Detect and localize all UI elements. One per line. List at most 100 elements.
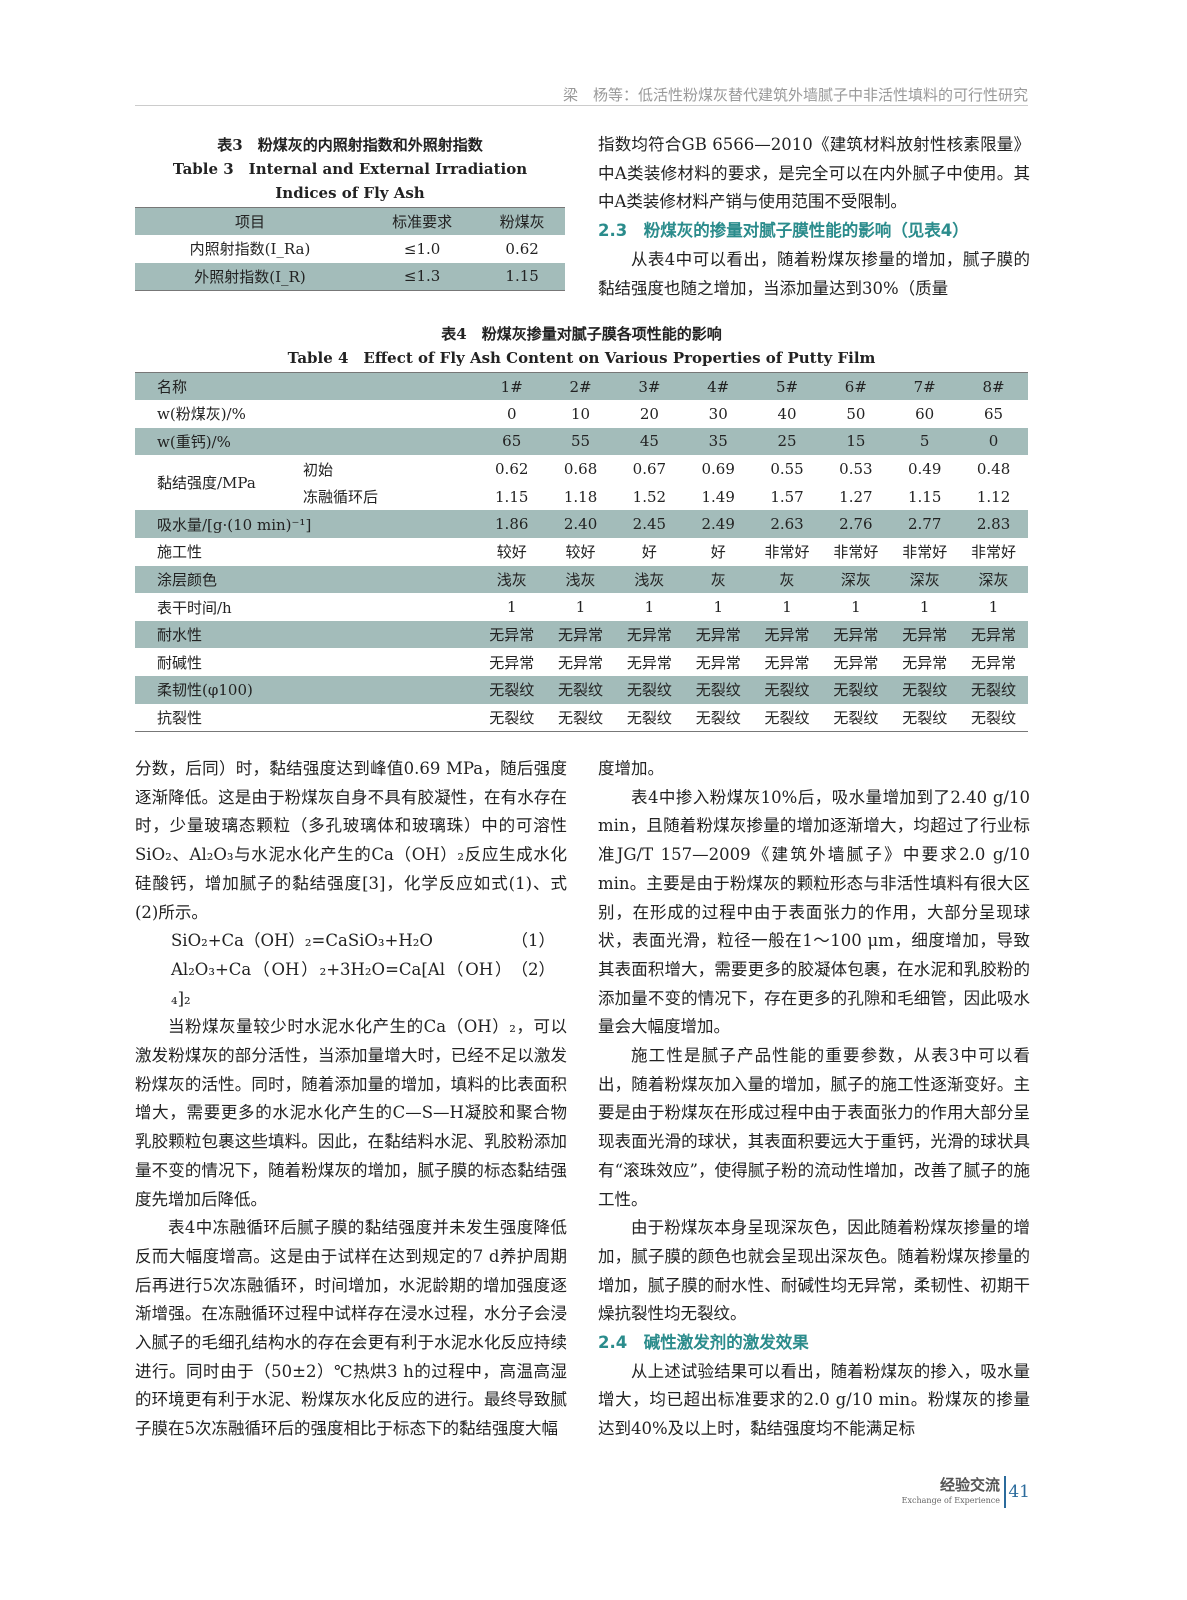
footer-divider	[1004, 1476, 1006, 1508]
table4-cell: 20	[639, 404, 659, 423]
table4-cell: 无异常	[959, 620, 1028, 649]
table4-row: 施工性 较好 较好 好 好 非常好 非常好 非常好 非常好	[135, 538, 1028, 566]
table3-caption-cn: 表3 粉煤灰的内照射指数和外照射指数	[217, 136, 483, 154]
table4-row: 吸水量/[g·(10 min)⁻¹] 1.86 2.40 2.45 2.49 2.63 2.…	[135, 510, 1028, 539]
table4-cell: 60	[915, 404, 935, 423]
table4-cell: 0.62	[495, 460, 529, 479]
table4-header: 2#	[546, 372, 615, 401]
table4-cell: 无裂纹	[614, 676, 684, 704]
table4-cell: 无裂纹	[477, 676, 547, 704]
table4-row-label: 黏结强度/MPa	[157, 474, 256, 493]
table4-cell: 浅灰	[546, 565, 615, 594]
table4-cell: 1.15	[907, 487, 942, 506]
table4-header: 1#	[477, 372, 547, 401]
table4-row-label: 吸水量/[g·(10 min)⁻¹]	[135, 510, 478, 539]
table4-cell: 灰	[683, 565, 753, 594]
table4-cell: 无裂纹	[477, 703, 547, 732]
table4-cell: 0	[959, 427, 1028, 456]
table4-cell: 1	[919, 598, 930, 617]
table4-cell: 浅灰	[614, 565, 684, 594]
running-header: 梁 杨等：低活性粉煤灰替代建筑外墙腻子中非活性填料的可行性研究	[135, 84, 1028, 106]
table4-row: 表干时间/h 1 1 1 1 1 1 1 1	[135, 593, 1028, 621]
table4-cell: 较好	[496, 543, 527, 562]
table4-cell: 30	[708, 404, 728, 423]
table4-cell: 无异常	[833, 653, 879, 672]
table4-cell: 2.83	[959, 510, 1028, 539]
table4-row: 抗裂性 无裂纹 无裂纹 无裂纹 无裂纹 无裂纹 无裂纹 无裂纹 无裂纹	[135, 703, 1028, 732]
table4-cell: 非常好	[833, 543, 879, 562]
table4-cell: 5	[890, 427, 960, 456]
table4-cell: 无异常	[558, 653, 604, 672]
table4-cell: 非常好	[902, 543, 948, 562]
table4-cell: 无异常	[626, 653, 672, 672]
paragraph: 当粉煤灰量较少时水泥水化产生的Ca（OH）₂，可以激发粉煤灰的部分活性，当添加量…	[135, 1017, 567, 1209]
table4-cell: 0.49	[907, 460, 942, 479]
footer-section-cn: 经验交流	[939, 1476, 1000, 1494]
table4-cell: 无裂纹	[890, 676, 960, 704]
paragraph: 施工性是腻子产品性能的重要参数，从表3中可以看出，随着粉煤灰加入量的增加，腻子的…	[598, 1046, 1030, 1209]
table4-header: 6#	[821, 372, 891, 401]
table4-cell: 1.49	[701, 487, 735, 506]
page-footer: 经验交流 Exchange of Experience 41	[880, 1472, 1030, 1512]
table4-cell: 1.18	[563, 487, 598, 506]
equation-1: SiO₂+Ca（OH）₂=CaSiO₃+H₂O （1）	[135, 927, 567, 956]
table4-cell: 无异常	[752, 620, 822, 649]
paragraph: 从表4中可以看出，随着粉煤灰掺量的增加，腻子膜的黏结强度也随之增加，当添加量达到…	[598, 249, 1030, 298]
table4-cell: 55	[546, 427, 615, 456]
table4-cell: 无异常	[902, 653, 948, 672]
table4-cell: 2.40	[546, 510, 615, 539]
table4-cell: 无异常	[614, 620, 684, 649]
table4-row: 黏结强度/MPa 初始 0.62 0.68 0.67 0.69 0.55 0.53 0.49 0.…	[135, 455, 1028, 492]
paragraph: 指数均符合GB 6566—2010《建筑材料放射性核素限量》中A类装修材料的要求…	[598, 135, 1030, 212]
table4-row-label: 抗裂性	[135, 703, 478, 732]
table4-cell: 无裂纹	[959, 703, 1028, 732]
table4-row: 耐碱性 无异常 无异常 无异常 无异常 无异常 无异常 无异常 无异常	[135, 648, 1028, 676]
page-number: 41	[1008, 1482, 1030, 1502]
table4-cell: 无裂纹	[546, 676, 615, 704]
table4-cell: 浅灰	[477, 565, 547, 594]
table4-cell: 2.45	[614, 510, 684, 539]
table3-header: 项目	[135, 207, 365, 236]
table3-header: 标准要求	[364, 207, 480, 236]
equation-number: （1）	[511, 931, 556, 951]
table4-cell: 无异常	[477, 620, 547, 649]
table4-header: 名称	[135, 372, 478, 401]
table4-cell: 无裂纹	[752, 703, 822, 732]
table4-cell: 深灰	[959, 565, 1028, 594]
table4-cell: 1	[782, 598, 792, 617]
table4-cell: 无裂纹	[683, 676, 753, 704]
table4-cell: 1.15	[495, 487, 529, 506]
table4-cell: 非常好	[971, 543, 1017, 562]
table4-cell: 无异常	[695, 653, 741, 672]
table4-cell: 25	[752, 427, 822, 456]
table4-cell: 1.27	[839, 487, 873, 506]
table4-row-label: 涂层颜色	[135, 565, 478, 594]
table4-cell: 10	[571, 404, 591, 423]
table4-cell: 50	[846, 404, 866, 423]
table4-cell: 35	[683, 427, 753, 456]
table4-cell: 无异常	[971, 653, 1017, 672]
table4-row: 涂层颜色 浅灰 浅灰 浅灰灰灰深灰 深灰 深灰	[135, 565, 1028, 594]
table3-block: 表3 粉煤灰的内照射指数和外照射指数 Table 3 Internal and …	[135, 133, 565, 291]
table4-cell: 65	[477, 427, 547, 456]
table3-cell: 内照射指数(I_Ra)	[189, 240, 311, 259]
table4-header: 7#	[890, 372, 960, 401]
table4-cell: 65	[984, 404, 1004, 423]
equation-text: SiO₂+Ca（OH）₂=CaSiO₃+H₂O	[171, 931, 433, 951]
table4-cell: 较好	[565, 543, 596, 562]
table4-caption-cn: 表4 粉煤灰掺量对腻子膜各项性能的影响	[441, 325, 722, 343]
table4-header: 8#	[959, 372, 1028, 401]
table4-cell: 1	[644, 598, 655, 617]
table4-cell: 1.12	[976, 487, 1011, 506]
table3-cell: 1.15	[479, 262, 565, 291]
right-column-body: 度增加。 表4中掺入粉煤灰10%后，吸水量增加到了2.40 g/10 min，且…	[598, 755, 1030, 1444]
table4-row-label: 表干时间/h	[157, 598, 232, 617]
table4-row: 耐水性 无异常 无异常 无异常 无异常 无异常 无异常 无异常 无异常	[135, 620, 1028, 649]
table3-cell: ≤1.3	[364, 262, 480, 291]
table4-header: 5#	[752, 372, 822, 401]
section-heading-2-4: 2.4 碱性激发剂的激发效果	[598, 1333, 809, 1353]
table4-cell: 40	[777, 404, 797, 423]
paragraph: 表4中掺入粉煤灰10%后，吸水量增加到了2.40 g/10 min，且随着粉煤灰…	[598, 787, 1030, 1037]
table4-cell: 1	[713, 598, 723, 617]
table4-cell: 0	[506, 404, 517, 423]
